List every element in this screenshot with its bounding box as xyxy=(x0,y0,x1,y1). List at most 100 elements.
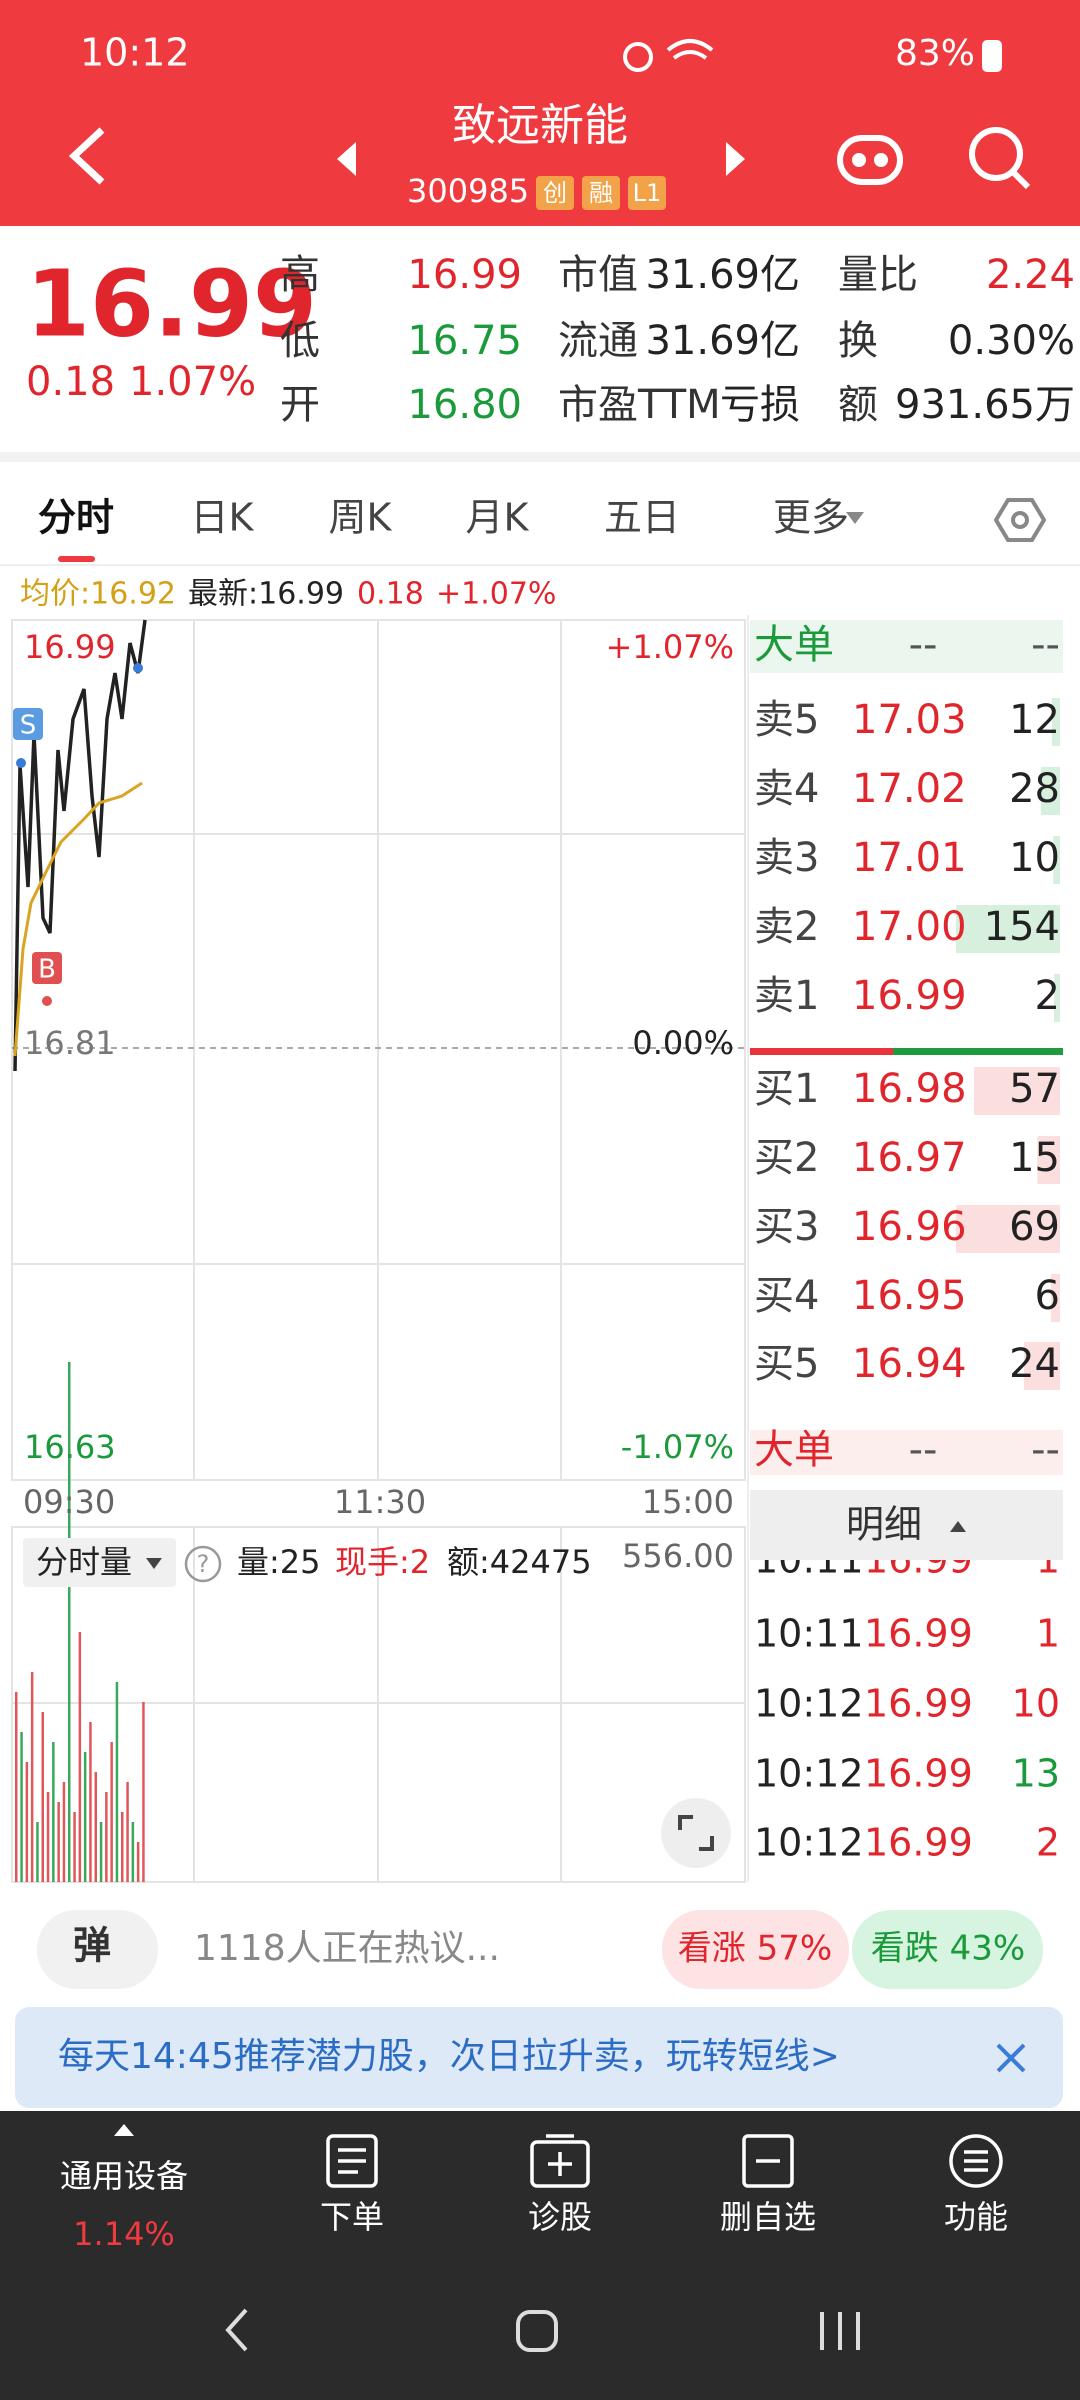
order-volume: 69 xyxy=(1009,1204,1060,1250)
order-level: 买3 xyxy=(754,1204,819,1250)
tab[interactable]: 月K xyxy=(466,496,530,540)
stat-label: 开 xyxy=(280,382,320,428)
trade-volume: 1 xyxy=(1036,1612,1060,1656)
buy-marker: B xyxy=(38,955,56,985)
sell-marker: S xyxy=(20,711,37,741)
volume-bar xyxy=(136,1842,140,1882)
tab-indicator xyxy=(58,556,95,562)
promo-banner[interactable] xyxy=(15,2007,1063,2108)
volume-max: 556.00 xyxy=(622,1537,734,1575)
price-axis-top: 16.99 xyxy=(24,628,116,666)
volume-bar xyxy=(110,1742,113,1882)
nav-item[interactable]: 功能 xyxy=(944,2198,1008,2236)
volume-bar xyxy=(57,1802,60,1882)
order-volume: 24 xyxy=(1009,1341,1060,1387)
amount-value: 额:42475 xyxy=(447,1543,592,1581)
stat-label: 高 xyxy=(280,252,320,298)
big-order-bg xyxy=(750,620,1063,673)
big-order-dash: -- xyxy=(909,622,938,668)
order-level: 买4 xyxy=(754,1273,819,1319)
robot-button[interactable] xyxy=(837,135,903,185)
volume-bar xyxy=(78,1632,82,1882)
volume-value: 量:25 xyxy=(237,1543,321,1581)
system-back[interactable] xyxy=(225,2308,248,2352)
down-vote: 看跌 43% xyxy=(871,1929,1025,1969)
discussion-text: 1118人正在热议... xyxy=(194,1928,500,1969)
stat-label: 市盈TTM xyxy=(558,382,721,428)
latest-dot xyxy=(133,663,143,673)
volume-bar xyxy=(62,1782,66,1882)
up-vote-button[interactable] xyxy=(662,1910,849,1989)
nav-item[interactable]: 诊股 xyxy=(528,2198,592,2236)
price: 16.99 xyxy=(26,250,317,357)
latest-change-pct: +1.07% xyxy=(436,577,556,612)
prev-stock[interactable] xyxy=(337,142,356,176)
order-volume: 154 xyxy=(984,904,1060,950)
volume-selector-bg[interactable] xyxy=(23,1538,176,1587)
help-icon[interactable] xyxy=(184,1545,222,1583)
badge: L1 xyxy=(633,179,662,207)
sell-marker-bg xyxy=(13,708,43,740)
order-volume: 57 xyxy=(1009,1066,1060,1112)
volume-bars xyxy=(15,1362,145,1882)
search-button[interactable] xyxy=(969,127,1031,190)
nav-item[interactable]: 下单 xyxy=(320,2198,384,2236)
stat-value: 16.80 xyxy=(407,382,522,428)
volume-bar xyxy=(41,1712,44,1882)
volume-depth xyxy=(956,1205,1060,1253)
close-banner[interactable] xyxy=(996,2043,1026,2073)
settings-button[interactable] xyxy=(993,498,1047,542)
volume-depth xyxy=(1023,1342,1060,1390)
barrage-badge: 弹 xyxy=(73,1924,111,1968)
trade-time: 10:12 xyxy=(754,1682,864,1726)
volume-bar xyxy=(126,1782,129,1882)
fullscreen-button[interactable] xyxy=(661,1798,731,1868)
order-level: 卖3 xyxy=(754,835,819,881)
order-level: 卖2 xyxy=(754,904,819,950)
order-level: 买2 xyxy=(754,1135,819,1181)
order-volume: 10 xyxy=(1009,835,1060,881)
volume-bar xyxy=(52,1742,55,1882)
trade-price: 16.99 xyxy=(864,1682,973,1726)
sector-expand[interactable] xyxy=(114,2124,134,2136)
system-nav xyxy=(225,2308,860,2352)
volume-bar xyxy=(15,1692,18,1882)
down-vote-button[interactable] xyxy=(852,1910,1043,1989)
barrage-button[interactable] xyxy=(37,1910,158,1989)
order-level: 卖5 xyxy=(754,697,819,743)
big-order-dash: -- xyxy=(1031,622,1060,668)
volume-depth xyxy=(1054,974,1060,1022)
status-time: 10:12 xyxy=(80,31,190,75)
order-price: 16.96 xyxy=(852,1204,967,1250)
time-axis: 09:30 xyxy=(23,1483,115,1521)
trade-time: 10:12 xyxy=(754,1821,864,1865)
nav-item[interactable]: 删自选 xyxy=(720,2198,816,2236)
order-volume: 6 xyxy=(1035,1273,1060,1319)
tab[interactable]: 日K xyxy=(191,496,255,540)
volume-bar xyxy=(36,1822,39,1882)
system-home[interactable] xyxy=(516,2310,558,2352)
volume-depth xyxy=(1037,1136,1060,1184)
stat-value: 16.75 xyxy=(407,318,522,364)
up-vote: 看涨 57% xyxy=(678,1929,832,1969)
stock-name: 致远新能 xyxy=(452,100,628,151)
tab[interactable]: 五日 xyxy=(604,496,680,540)
tab[interactable]: 更多 xyxy=(773,496,849,540)
detail-arrow xyxy=(950,1521,966,1532)
tab[interactable]: 周K xyxy=(329,496,393,540)
trade-time: 10:11 xyxy=(754,1612,864,1656)
sector-name[interactable]: 通用设备 xyxy=(60,2157,188,2195)
system-recents[interactable] xyxy=(820,2312,860,2350)
next-stock[interactable] xyxy=(726,142,745,176)
more-arrow xyxy=(846,512,864,524)
volume-bar xyxy=(105,1792,108,1882)
back-button[interactable] xyxy=(68,127,105,185)
tab[interactable]: 分时 xyxy=(38,496,114,540)
volume-bar xyxy=(115,1682,119,1882)
volume-bar xyxy=(142,1702,145,1882)
divider xyxy=(0,564,1080,566)
big-order-dash: -- xyxy=(909,1427,938,1473)
trade-price: 16.99 xyxy=(864,1752,973,1796)
volume-bar xyxy=(20,1732,23,1882)
